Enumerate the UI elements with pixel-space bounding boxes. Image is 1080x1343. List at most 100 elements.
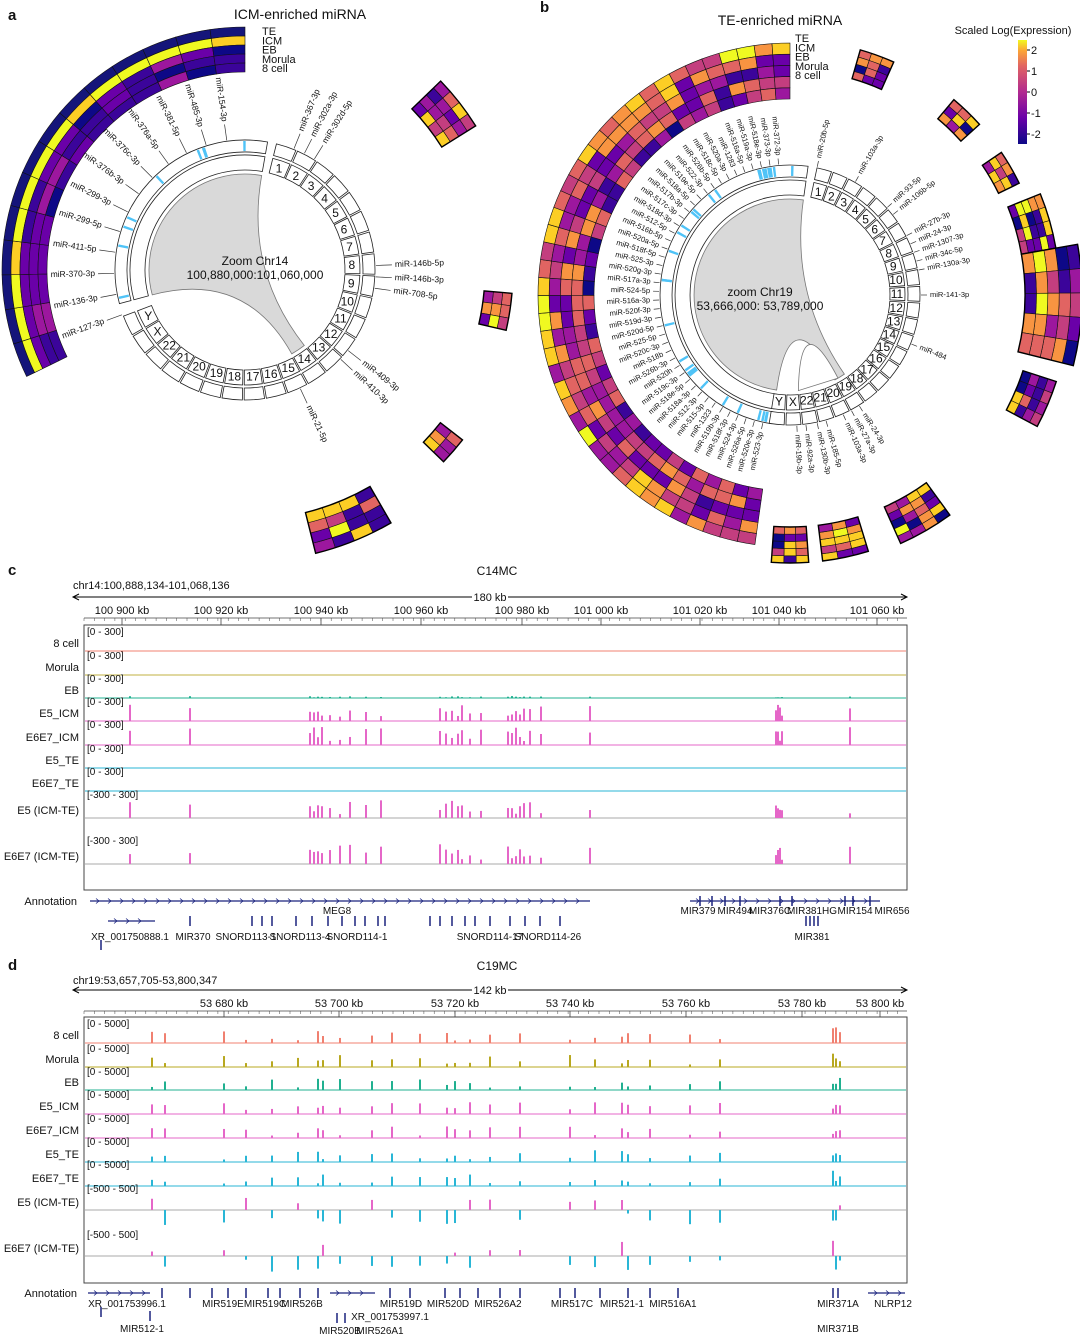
locus: chr14:100,888,134-101,068,136 <box>73 580 230 592</box>
gene-label: MIR379 <box>680 906 715 917</box>
mirna-label: miR-381-5p <box>154 94 183 138</box>
heatmap-cell <box>572 310 585 326</box>
track-name: E6E7_TE <box>32 778 79 790</box>
mirna-leader <box>126 184 139 193</box>
track-name: 8 cell <box>53 638 79 650</box>
gene-label: MIR526A2 <box>474 1299 522 1310</box>
gene-label: SNORD113-4 <box>270 932 331 943</box>
gene-label: MIR519C <box>244 1299 286 1310</box>
chromosome-label: 2 <box>292 169 299 183</box>
mirna-leader <box>718 178 721 183</box>
chromosome-label: 19 <box>210 366 224 380</box>
chromosome-label: 20 <box>826 386 840 400</box>
mirna-marker <box>791 166 794 176</box>
heatmap-cell <box>759 77 775 90</box>
heatmap-cell <box>747 487 763 501</box>
track-name: EB <box>64 685 79 697</box>
gene-label: MIR381 <box>794 932 829 943</box>
gene-label: SNORD114-26 <box>515 932 582 943</box>
chromosome-label: 15 <box>282 361 296 375</box>
chromosome-label: 1 <box>815 185 822 199</box>
chromosome-label: 5 <box>862 212 869 226</box>
track-range: [-300 - 300] <box>87 790 138 801</box>
locus: chr19:53,657,705-53,800,347 <box>73 975 217 987</box>
chromosome-label: 18 <box>228 369 242 383</box>
colorbar-tick-label: -2 <box>1031 129 1041 141</box>
chromosome-track <box>829 172 847 189</box>
mirna-leader <box>159 151 168 164</box>
track-name: E5 (ICM-TE) <box>17 1197 79 1209</box>
heatmap-block-cell <box>784 541 796 548</box>
track-box <box>84 625 907 890</box>
track-range: [0 - 5000] <box>87 1114 129 1125</box>
chromosome-label: 5 <box>332 206 339 220</box>
chromosome-label: 12 <box>324 327 338 341</box>
heatmap-block-cell <box>796 534 808 542</box>
heatmap-cell <box>756 55 774 68</box>
heatmap-block-cell <box>796 541 808 549</box>
gene-label: MIR526B <box>281 1299 323 1310</box>
mirna-leader <box>659 334 665 336</box>
axis-tick-label: 100 960 kb <box>394 605 448 617</box>
heatmap-block-cell <box>1036 293 1048 315</box>
mirna-leader <box>711 183 714 188</box>
axis-tick-label: 100 980 kb <box>495 605 549 617</box>
panel-title: C14MC <box>477 564 518 578</box>
chromosome-label: 13 <box>312 341 326 355</box>
chromosome-label: 17 <box>246 370 260 384</box>
heatmap-cell <box>754 44 773 57</box>
mirna-leader <box>843 415 845 420</box>
mirna-leader <box>893 211 898 215</box>
heatmap-cell <box>550 312 563 330</box>
mirna-leader <box>753 421 755 427</box>
track-range: [0 - 300] <box>87 720 124 731</box>
mirna-label: miR-154-3p <box>214 77 230 123</box>
mirna-leader <box>141 166 152 177</box>
gene-label: MIR376C <box>749 906 791 917</box>
mirna-leader <box>751 164 753 170</box>
mirna-leader <box>887 203 891 207</box>
mirna-leader <box>656 264 662 265</box>
chromosome-label: 6 <box>871 223 878 237</box>
mirna-leader <box>685 379 690 383</box>
chromosome-track <box>769 411 784 424</box>
panel-label: b <box>540 0 549 16</box>
mirna-leader <box>684 208 689 212</box>
mirna-leader <box>859 406 862 411</box>
span-label: 180 kb <box>473 592 506 604</box>
heatmap-cell <box>572 295 584 311</box>
heatmap-cell <box>538 295 550 313</box>
mirna-label: miR-299-5p <box>58 207 104 230</box>
gene-label: MIR370 <box>175 932 210 943</box>
gene-label: MIR494 <box>717 906 752 917</box>
ring-label: 8 cell <box>262 63 288 75</box>
track-range: [0 - 300] <box>87 627 124 638</box>
chromosome-label: 8 <box>349 258 356 272</box>
zoom-title: zoom Chr19 <box>727 285 793 299</box>
gene-label: MIR520D <box>427 1299 469 1310</box>
chromosome-track <box>264 382 286 398</box>
colorbar-tick-label: 1 <box>1031 66 1037 78</box>
chromosome-label: 11 <box>334 311 347 325</box>
mirna-label: miR-376b-3p <box>81 149 127 186</box>
chromosome-label: 18 <box>850 372 864 386</box>
mirna-leader <box>294 134 300 149</box>
mirna-label: miR-146b-5p <box>395 257 445 269</box>
mirna-leader <box>744 418 746 424</box>
mirna-leader <box>762 423 763 429</box>
heatmap-cell <box>583 266 596 282</box>
track-name: EB <box>64 1077 79 1089</box>
mirna-leader <box>734 170 736 175</box>
heatmap-cell <box>549 295 561 312</box>
heatmap-block-cell <box>773 534 785 542</box>
chromosome-label: 4 <box>321 191 328 205</box>
mirna-leader <box>698 392 702 396</box>
panel-title: ICM-enriched miRNA <box>234 6 367 22</box>
mirna-label: miR-376c-3p <box>101 126 143 168</box>
gene-label: XR_001753997.1 <box>351 1312 429 1323</box>
zoom-gap <box>798 344 838 390</box>
gene-label: MIR519E <box>202 1299 244 1310</box>
chromosome-label: 3 <box>308 179 315 193</box>
mirna-marker <box>243 141 245 151</box>
mirna-leader <box>654 309 660 310</box>
